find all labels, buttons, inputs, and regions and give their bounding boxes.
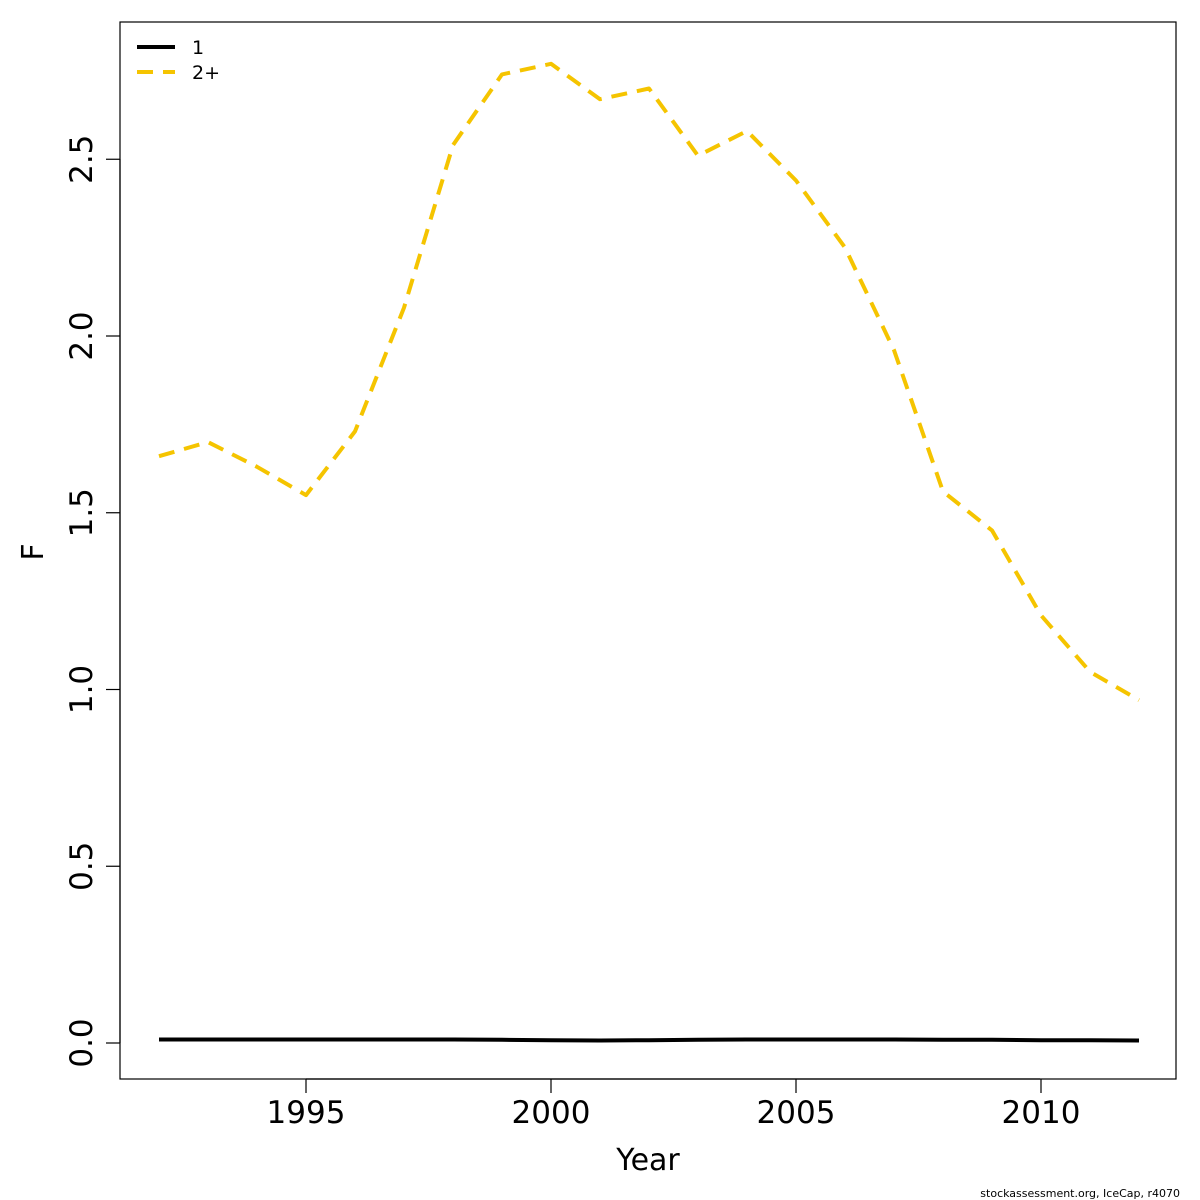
series-line-1 (159, 1037, 1140, 1043)
y-tick-label: 2.0 (64, 311, 100, 360)
legend-label-series-2plus: 2+ (192, 62, 220, 84)
plot-frame (119, 21, 1177, 1080)
y-tick-label: 1.0 (64, 665, 100, 714)
y-axis-label: F (16, 543, 51, 560)
legend-label-series-1: 1 (192, 37, 204, 59)
x-axis: 1995 2000 2005 2010 (267, 1078, 1081, 1131)
y-tick-label: 0.5 (64, 842, 100, 891)
x-tick-label: 2005 (757, 1095, 836, 1131)
series-layer (158, 61, 1141, 1043)
y-tick-label: 1.5 (64, 488, 100, 537)
x-tick-label: 2000 (512, 1095, 591, 1131)
footer-note: stockassessment.org, IceCap, r4070 (980, 1187, 1180, 1200)
x-tick-label: 1995 (267, 1095, 346, 1131)
legend: 1 2+ (137, 37, 220, 84)
y-tick-label: 2.5 (64, 135, 100, 184)
y-tick-label: 0.0 (64, 1018, 100, 1067)
series-line-2plus (158, 61, 1141, 702)
y-axis: 0.0 0.5 1.0 1.5 2.0 2.5 (64, 135, 121, 1068)
x-axis-label: Year (615, 1143, 680, 1178)
x-tick-label: 2010 (1002, 1095, 1081, 1131)
